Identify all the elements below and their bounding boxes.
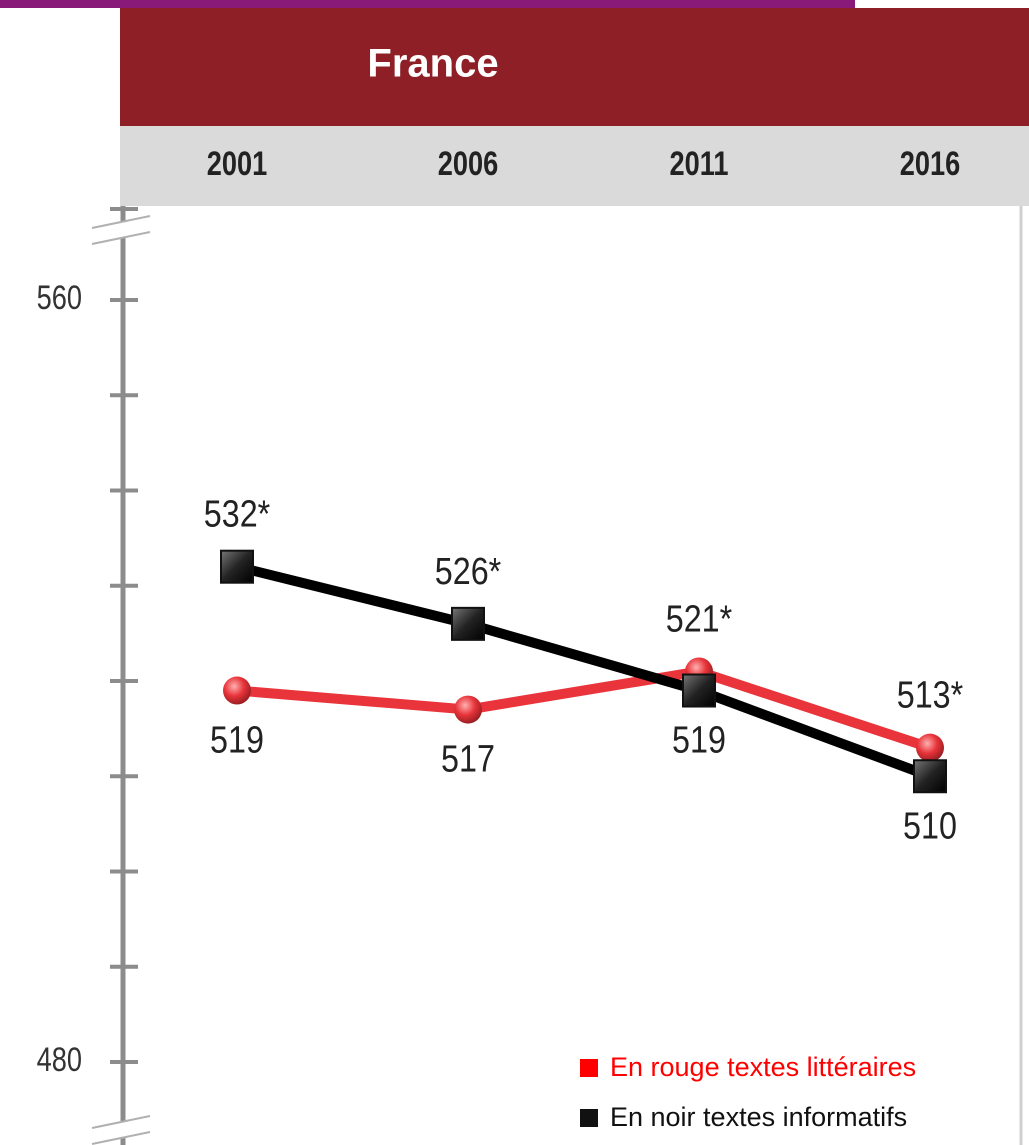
top-strip (0, 0, 855, 8)
point-marker (220, 549, 254, 584)
data-label: 526* (435, 550, 502, 592)
axis-break (91, 215, 151, 1145)
x-tick-label: 2001 (207, 144, 267, 183)
legend-label: En rouge textes littéraires (610, 1052, 916, 1082)
point-marker (913, 759, 947, 794)
series-line (235, 561, 932, 781)
x-tick-label: 2016 (900, 144, 960, 183)
chart-title: France (367, 42, 498, 86)
x-tick-label: 2011 (670, 144, 729, 183)
data-label: 519 (672, 719, 726, 761)
y-tick-label: 560 (37, 278, 82, 317)
y-tick-label: 480 (37, 1040, 82, 1079)
data-label: 521* (666, 598, 733, 640)
point-marker (223, 676, 251, 705)
series-line (236, 666, 932, 753)
point-marker (451, 606, 485, 641)
data-label: 519 (210, 719, 264, 761)
point-marker (916, 733, 944, 762)
legend-label: En noir textes informatifs (610, 1102, 907, 1132)
legend-swatch (580, 1109, 598, 1127)
header-band (120, 8, 1029, 126)
legend-swatch (580, 1059, 598, 1077)
point-marker (682, 673, 716, 708)
year-band (120, 126, 1029, 206)
data-label: 532* (204, 493, 271, 535)
data-label: 510 (903, 805, 957, 847)
data-label: 517 (441, 738, 495, 780)
data-label: 513* (897, 674, 964, 716)
point-marker (454, 695, 482, 724)
x-tick-label: 2006 (438, 144, 498, 183)
